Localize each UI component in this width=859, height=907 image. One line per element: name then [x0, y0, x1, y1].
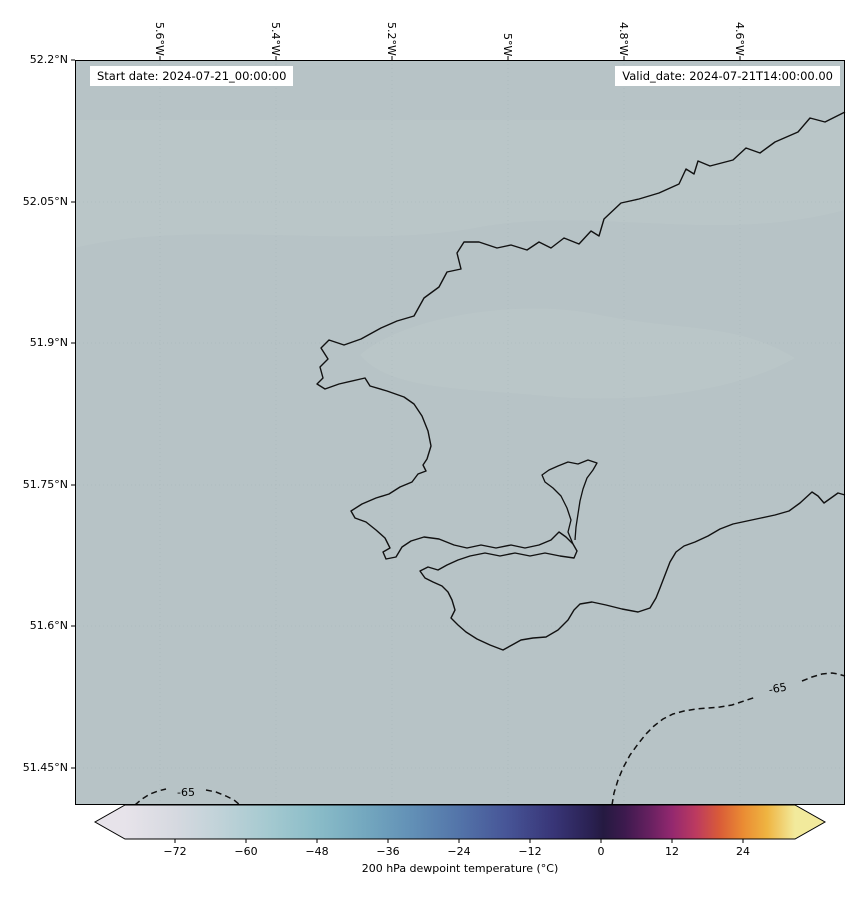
colorbar-tick-marks — [174, 839, 744, 843]
y-tick-label: 51.6°N — [29, 619, 68, 632]
x-tick-label: 5.6°W — [153, 22, 166, 56]
colorbar-label: 200 hPa dewpoint temperature (°C) — [361, 862, 559, 875]
colorbar — [93, 804, 827, 843]
contour-line-neg65-bottom-left — [134, 788, 241, 806]
x-tick-label: 5.2°W — [385, 22, 398, 56]
valid-date-label: Valid_date: 2024-07-21T14:00:00.00 — [615, 66, 840, 86]
colorbar-tick-label: 12 — [665, 845, 679, 858]
contour-line-neg65-bottom-right — [611, 672, 846, 806]
colorbar-tick-label: −36 — [376, 845, 400, 858]
x-tick-label: 5°W — [501, 32, 514, 56]
y-tick-label: 51.9°N — [29, 336, 68, 349]
colorbar-tick-label: −12 — [518, 845, 542, 858]
shading-patch-middle — [360, 308, 795, 399]
colorbar-tick-label: −72 — [163, 845, 187, 858]
colorbar-tick-label: 0 — [597, 845, 605, 858]
y-tick-label: 51.75°N — [22, 478, 68, 491]
y-tick-label: 51.45°N — [22, 761, 68, 774]
x-tick-label: 5.4°W — [269, 22, 282, 56]
coastline-path — [316, 111, 846, 651]
x-tick-label: 4.6°W — [733, 22, 746, 56]
plot-frame — [75, 60, 845, 805]
shading-patch-top — [75, 120, 845, 248]
axis-tick-marks — [71, 56, 741, 769]
start-date-label: Start date: 2024-07-21_00:00:00 — [90, 66, 294, 86]
contour-label-bottom-right: -65 — [768, 680, 788, 696]
map-plot: -65 -65 — [71, 56, 846, 806]
colorbar-tick-label: −48 — [305, 845, 329, 858]
colorbar-tick-label: −60 — [234, 845, 258, 858]
estuary-channel-path — [541, 459, 598, 545]
colorbar-tick-label: 24 — [736, 845, 750, 858]
x-tick-label: 4.8°W — [617, 22, 630, 56]
contour-label-bottom-left: -65 — [177, 786, 195, 799]
colorbar-tick-label: −24 — [447, 845, 471, 858]
colorbar-bar — [93, 804, 827, 840]
y-tick-label: 52.05°N — [22, 195, 68, 208]
y-tick-label: 52.2°N — [29, 53, 68, 66]
